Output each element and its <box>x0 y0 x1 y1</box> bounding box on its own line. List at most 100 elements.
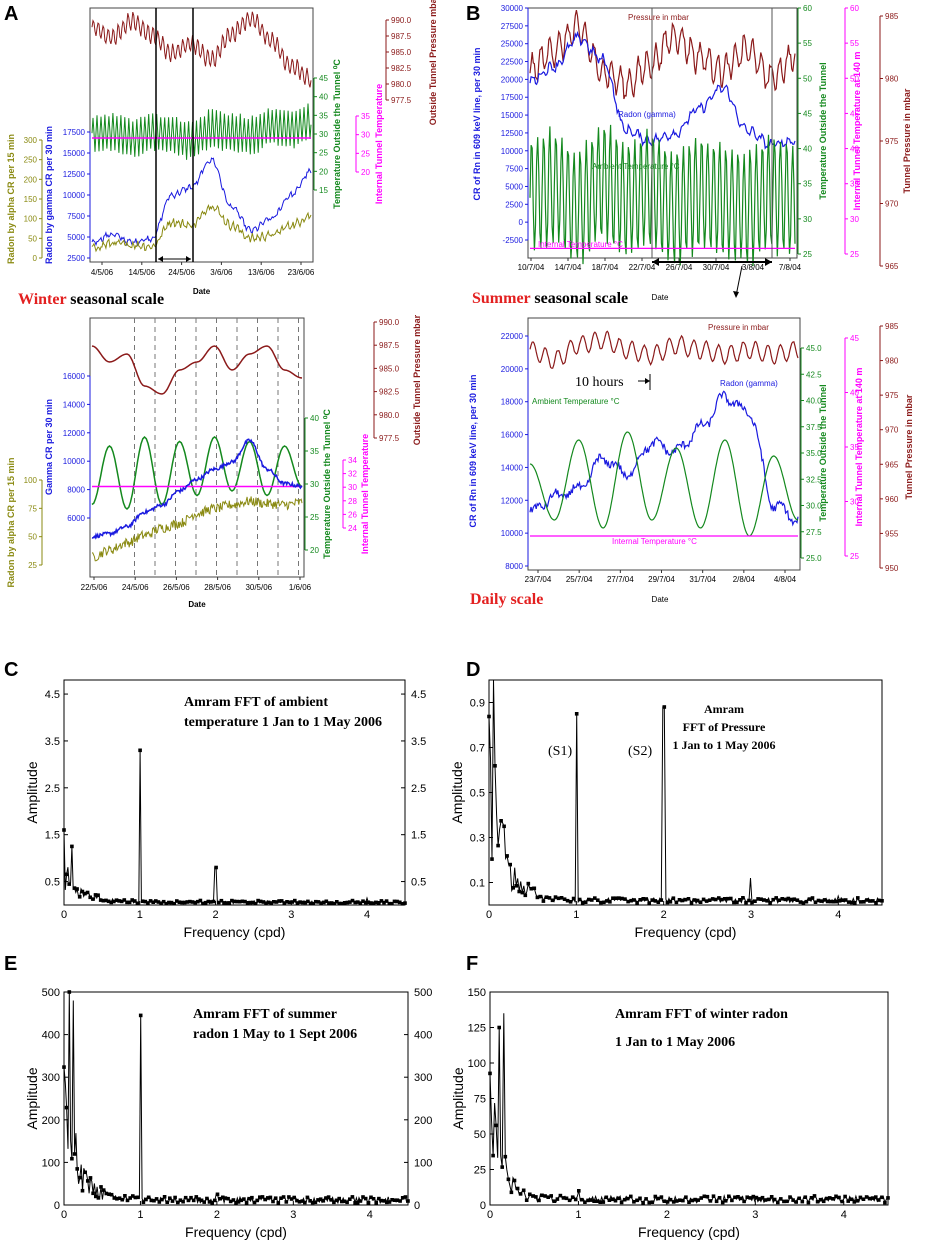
axis-tick-label: 12500 <box>63 170 86 179</box>
axis-tick-label: 25 <box>850 552 859 561</box>
spectrum-point <box>88 895 92 900</box>
spectrum-point <box>852 1200 857 1204</box>
y-tick-label: 200 <box>42 1115 60 1127</box>
axis-tick-label: 50 <box>28 234 37 243</box>
spectrum-point <box>377 901 381 905</box>
x-tick-label: 30/7/04 <box>703 263 730 272</box>
axis-tick-label: 6000 <box>67 514 85 523</box>
annotation-s2: (S2) <box>628 744 652 759</box>
spectrum-point <box>745 1195 749 1199</box>
spectrum-point <box>580 1197 584 1202</box>
spectrum-point <box>564 1196 569 1201</box>
spectrum-point <box>221 1195 225 1200</box>
spectrum-point <box>175 899 179 903</box>
axis-tick-label: 987.5 <box>379 341 400 350</box>
spectrum-point <box>211 899 216 904</box>
spectrum-point <box>143 899 148 904</box>
spectrum-point <box>546 1195 550 1199</box>
spectrum-point <box>335 900 339 904</box>
spectrum-point <box>559 896 564 900</box>
spectrum-point <box>157 1200 162 1204</box>
spectrum-point <box>282 901 287 905</box>
spectrum-point <box>843 898 848 902</box>
spectrum-point <box>244 1200 249 1205</box>
axis-tick-label: 40.0 <box>806 397 822 406</box>
y-tick-label-right: 0 <box>414 1200 420 1212</box>
spectrum-point <box>555 1197 560 1201</box>
spectrum-point <box>500 1165 504 1169</box>
axis-title: Internal Tunnel Temperature <box>374 84 384 204</box>
spectrum-point <box>258 1195 262 1199</box>
spectrum-point <box>173 1195 177 1200</box>
spectrum-point <box>281 1195 286 1199</box>
y-tick-label-right: 200 <box>414 1115 432 1127</box>
x-tick-label: 1 <box>575 1209 581 1221</box>
axis-tick-label: 25.0 <box>806 554 822 563</box>
axis-tick-label: 45 <box>803 109 812 118</box>
caption-rest: seasonal scale <box>66 291 164 308</box>
scale-caption-daily: Daily scale <box>470 591 543 608</box>
spectrum-point <box>671 896 676 900</box>
spectrum-point <box>400 902 405 906</box>
spectrum-point <box>704 899 709 903</box>
spectrum-point <box>711 1194 716 1198</box>
axis-tick-label: 40 <box>850 145 859 154</box>
spectrum-point <box>524 1198 529 1202</box>
axis-title: Temperature Outside the Tunnel <box>818 62 828 199</box>
spectrum-point <box>698 900 703 904</box>
axis-tick-label: 25 <box>850 250 859 259</box>
spectrum-markers-c <box>62 748 407 906</box>
spectrum-point <box>792 897 797 901</box>
x-tick-label: 0 <box>487 1209 493 1221</box>
spectrum-point <box>747 898 751 903</box>
chart-title-line: 1 Jan to 1 May 2006 <box>673 738 776 752</box>
axis-tick-label: 20000 <box>501 365 524 374</box>
spectrum-point <box>188 899 192 904</box>
axis-tick-label: 60 <box>850 4 859 13</box>
y-tick-label: 0.1 <box>470 878 485 890</box>
series-line-temperature <box>91 103 312 160</box>
spectrum-point <box>112 1196 117 1200</box>
spectrum-point <box>837 1195 841 1200</box>
spectrum-point <box>340 1199 344 1204</box>
spectrum-point <box>117 1196 122 1200</box>
spectrum-point <box>804 899 809 904</box>
spectrum-point <box>366 900 371 905</box>
spectrum-point <box>334 1198 339 1203</box>
spectrum-point <box>846 900 851 904</box>
caption-rest: seasonal scale <box>530 290 628 307</box>
spectrum-markers-d <box>487 705 884 905</box>
spectrum-point <box>168 1196 172 1200</box>
spectrum-point <box>590 898 594 902</box>
spectrum-point <box>201 901 205 906</box>
spectrum-point <box>193 900 197 905</box>
spectrum-point <box>641 897 645 901</box>
spectrum-point <box>491 1153 495 1158</box>
spectrum-point <box>567 1198 572 1203</box>
spectrum-point <box>398 1199 402 1203</box>
spectrum-point <box>537 1198 541 1203</box>
spectrum-point <box>822 898 827 902</box>
spectrum-point <box>656 1196 661 1201</box>
spectrum-point <box>235 899 239 904</box>
spectrum-point <box>387 901 392 906</box>
spectrum-point <box>843 1194 847 1199</box>
x-tick-label: 3/6/06 <box>210 268 233 277</box>
spectrum-point <box>348 900 352 904</box>
spectrum-point <box>268 1195 273 1200</box>
spectrum-point <box>883 1200 887 1205</box>
spectrum-point <box>806 1200 811 1205</box>
spectrum-point <box>395 899 399 904</box>
axis-tick-label: 32.5 <box>806 475 822 484</box>
spectrum-point <box>305 1195 310 1200</box>
x-tick-label: 10/7/04 <box>518 263 545 272</box>
x-axis-title: Frequency (cpd) <box>635 924 737 940</box>
spectrum-point <box>197 1197 201 1201</box>
spectrum-point <box>552 1199 557 1203</box>
x-tick-label: 28/5/06 <box>204 583 231 592</box>
spectrum-point <box>867 1196 872 1201</box>
spectrum-point <box>206 899 211 904</box>
spectrum-point <box>497 1025 501 1030</box>
spectrum-point <box>379 1198 384 1203</box>
